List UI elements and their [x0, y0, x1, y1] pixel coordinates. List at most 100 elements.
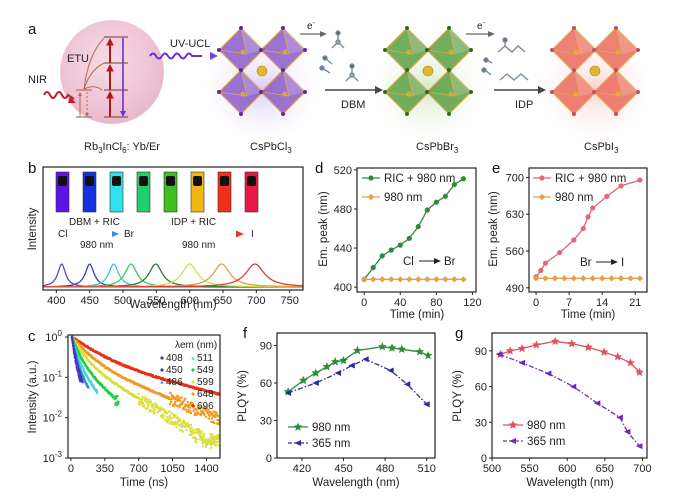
er-energy-levels — [104, 36, 128, 118]
c-data-point — [77, 355, 80, 358]
c-data-point — [204, 441, 207, 444]
c-data-point — [216, 415, 220, 418]
panel-g: g PLQY (%) 500 550 600 650 700 0 30 60 90 980 nm 3… — [452, 325, 652, 489]
c-data-point — [79, 367, 82, 370]
g-data-point — [626, 358, 635, 367]
f-data-point — [397, 344, 407, 353]
panel-letter-e: e — [492, 160, 500, 177]
c-data-point — [114, 401, 117, 404]
f-xtick-label: 510 — [418, 463, 436, 475]
octahedron-facet — [407, 70, 429, 96]
octahedron-facet — [574, 70, 596, 96]
f-data-point — [423, 401, 430, 408]
f-data-point — [284, 390, 292, 396]
c-data-point — [190, 433, 193, 436]
g-data-point — [517, 343, 527, 353]
g-legend-marker — [509, 438, 516, 444]
c-legend-label-696: 696 — [197, 401, 214, 412]
c-data-point — [103, 386, 106, 389]
f-data-point — [312, 380, 319, 386]
c-data-point — [174, 414, 177, 417]
c-data-point — [74, 347, 77, 350]
c-data-point — [207, 441, 210, 444]
d-ytick-label: 520 — [334, 165, 352, 177]
c-data-point — [207, 417, 210, 420]
g-ylabel: PLQY (%) — [452, 370, 464, 422]
octahedron-facet — [407, 28, 429, 54]
electron-label-1: e- — [307, 20, 316, 32]
f-data-point — [334, 370, 341, 376]
c-ytick-label: 10-3 — [43, 450, 63, 465]
c-data-point — [180, 429, 183, 432]
c-data-point — [205, 407, 208, 410]
d-annotation-from: Cl — [403, 256, 414, 268]
halide-atom — [447, 68, 451, 72]
uv-wave-icon — [149, 52, 202, 60]
c-data-point — [140, 402, 143, 405]
c-data-point — [215, 441, 218, 444]
c-data-point — [209, 413, 213, 416]
e-data-point — [637, 177, 643, 183]
panel-e: e Em. peak (nm) 0 7 14 21 490 560 630 700 RIC + … — [488, 160, 648, 321]
d-data-point — [442, 193, 448, 199]
f-axes-frame — [276, 332, 436, 459]
c-data-point — [75, 356, 78, 359]
c-data-point — [181, 421, 184, 424]
octahedron-edge — [448, 69, 456, 97]
c-xtick-label: 350 — [96, 463, 114, 475]
c-data-point — [147, 405, 150, 408]
f-legend-marker — [294, 440, 301, 446]
d-xlabel: Time (min) — [390, 309, 445, 321]
halide-atom — [281, 26, 285, 30]
caption-cspbbr3: CsPbBr3 — [416, 141, 459, 155]
d-data-point — [379, 276, 386, 283]
c-data-point — [187, 408, 190, 411]
g-data-point — [616, 414, 623, 421]
vial-cap — [112, 176, 121, 186]
c-data-point — [158, 410, 161, 413]
c-data-point — [70, 336, 74, 339]
c-data-point — [76, 359, 79, 362]
e-data-point — [627, 275, 634, 282]
c-data-point — [79, 380, 82, 383]
c-data-point — [180, 425, 184, 428]
vial-cap — [247, 176, 256, 186]
c-ytick-label: 10-2 — [43, 410, 63, 425]
pb-atom — [406, 49, 412, 55]
c-data-point — [195, 386, 198, 389]
pb-atom — [406, 91, 412, 97]
c-data-point — [111, 394, 114, 397]
g-legend-marker — [508, 420, 518, 429]
c-data-point — [177, 420, 180, 423]
f-xtick-label: 420 — [293, 463, 311, 475]
d-data-point — [451, 181, 457, 188]
f-series-line-1 — [287, 358, 428, 405]
c-legend-label-408: 408 — [166, 353, 183, 364]
c-data-point — [215, 411, 218, 414]
c-data-point — [79, 369, 82, 372]
c-data-point — [170, 412, 173, 415]
c-data-point — [178, 396, 181, 399]
c-xtick-label: 1400 — [194, 463, 218, 475]
c-data-point — [71, 342, 74, 345]
halide-atom — [636, 48, 640, 52]
b-label-cl: Cl — [58, 229, 67, 240]
c-data-point — [174, 400, 177, 404]
c-legend-label-486: 486 — [166, 377, 183, 388]
c-data-point — [76, 369, 79, 372]
c-data-point — [189, 410, 192, 413]
panel-letter-f: f — [243, 325, 248, 342]
halide-atom — [281, 112, 285, 116]
c-legend-marker — [191, 392, 195, 396]
halide-atom — [572, 112, 576, 116]
f-ytick-label: 0 — [266, 453, 272, 465]
e-data-point — [551, 275, 559, 282]
c-data-point — [194, 440, 197, 443]
halide-atom — [614, 26, 618, 30]
e-annotation-arrowhead — [611, 259, 618, 265]
c-data-point — [161, 408, 165, 411]
c-legend-marker — [160, 356, 164, 360]
f-data-point — [322, 362, 332, 371]
caption-rb3incl6: Rb3InCl6: Yb/Er — [84, 141, 160, 155]
f-data-point — [415, 347, 425, 356]
